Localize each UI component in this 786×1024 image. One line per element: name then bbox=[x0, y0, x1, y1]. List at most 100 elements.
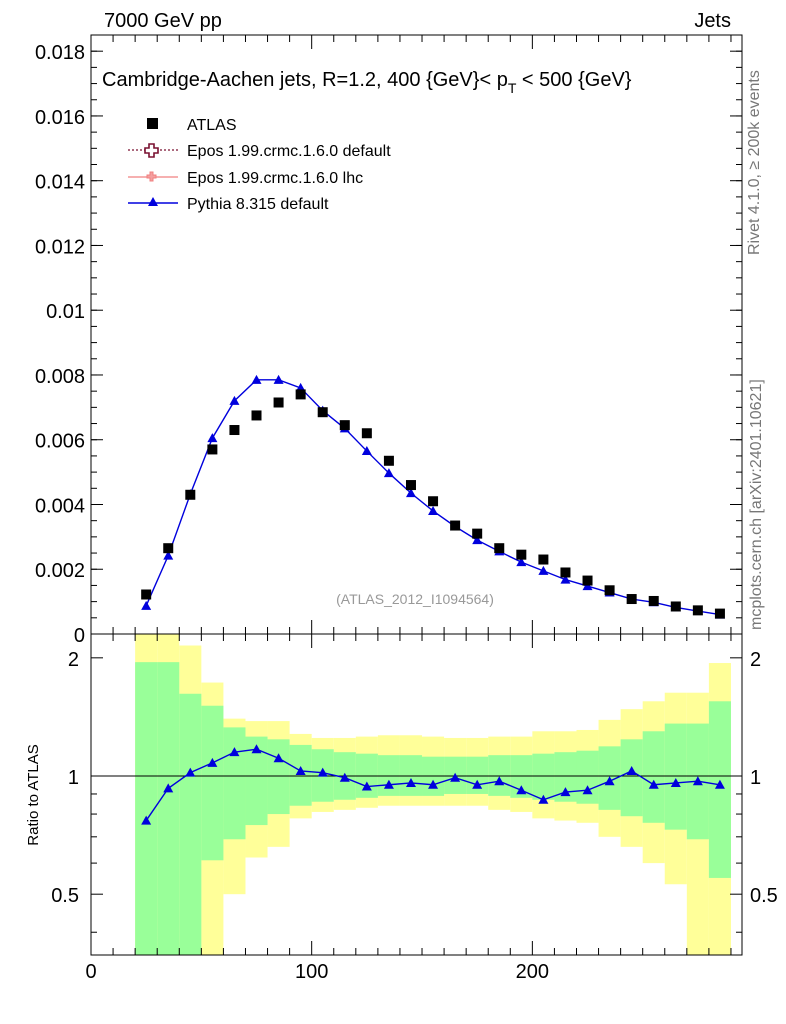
ratio-pythia-point bbox=[450, 772, 461, 782]
pythia-point bbox=[251, 374, 262, 384]
y-tick-label: 0.006 bbox=[35, 431, 85, 453]
legend-entry-atlas: ATLAS bbox=[147, 117, 237, 134]
ratio-band-inner bbox=[157, 662, 180, 955]
ratio-y-tick-label-right: 2 bbox=[750, 649, 761, 671]
rivet-version: Rivet 4.1.0, ≥ 200k events bbox=[746, 70, 763, 255]
atlas-point bbox=[714, 608, 725, 619]
ratio-pythia-point bbox=[317, 767, 328, 777]
ratio-band-inner bbox=[576, 750, 599, 804]
ratio-pythia-point bbox=[516, 785, 527, 795]
legend: ATLAS Epos 1.99.crmc.1.6.0 default Epos … bbox=[128, 117, 391, 213]
ratio-y-tick-label: 1 bbox=[68, 767, 79, 789]
cross-marker-icon bbox=[146, 171, 157, 182]
ratio-pythia-point bbox=[560, 787, 571, 797]
ratio-pythia-point bbox=[185, 767, 196, 777]
source-reference: mcplots.cern.ch [arXiv:2401.10621] bbox=[748, 379, 765, 630]
atlas-point bbox=[428, 496, 439, 507]
atlas-point bbox=[163, 543, 174, 554]
triangle-marker-icon bbox=[148, 197, 158, 206]
ratio-band-inner bbox=[289, 744, 312, 806]
pythia-point bbox=[207, 433, 218, 443]
ratio-pythia-point bbox=[163, 783, 174, 793]
ratio-pythia-point bbox=[361, 781, 372, 791]
legend-label-epos-lhc: Epos 1.99.crmc.1.6.0 lhc bbox=[187, 170, 363, 187]
atlas-point bbox=[538, 554, 549, 565]
atlas-point bbox=[472, 528, 483, 539]
pythia-point bbox=[538, 565, 549, 575]
ratio-y-tick-label-right: 1 bbox=[750, 767, 761, 789]
ratio-pythia-point bbox=[648, 779, 659, 789]
atlas-point bbox=[229, 425, 240, 436]
ratio-y-tick-label-right: 0.5 bbox=[750, 885, 778, 907]
ratio-band-inner bbox=[642, 731, 665, 823]
title-main: Cambridge-Aachen jets, R=1.2, 400 {GeV}<… bbox=[102, 69, 508, 91]
ratio-band-inner bbox=[532, 753, 555, 800]
title-end: < 500 {GeV} bbox=[516, 69, 631, 91]
atlas-point bbox=[560, 567, 571, 578]
pythia-point bbox=[361, 446, 372, 456]
square-marker-icon bbox=[147, 118, 158, 129]
ratio-pythia-point bbox=[670, 777, 681, 787]
ratio-band-inner bbox=[135, 662, 158, 955]
title-subscript: T bbox=[508, 80, 517, 96]
atlas-point bbox=[251, 410, 262, 421]
atlas-point bbox=[604, 585, 615, 596]
ratio-series-layer bbox=[91, 744, 742, 825]
y-tick-label: 0.002 bbox=[35, 560, 85, 582]
y-tick-label: 0.008 bbox=[35, 366, 85, 388]
y-tick-label: 0.014 bbox=[35, 172, 85, 194]
ratio-band-inner bbox=[466, 756, 489, 794]
chart-title: Cambridge-Aachen jets, R=1.2, 400 {GeV}<… bbox=[102, 69, 632, 96]
ratio-pythia-point bbox=[207, 757, 218, 767]
ratio-pythia-point bbox=[273, 753, 284, 763]
y-tick-label: 0 bbox=[74, 625, 85, 647]
ratio-pythia-point bbox=[538, 794, 549, 804]
legend-entry-epos-default: Epos 1.99.crmc.1.6.0 default bbox=[128, 143, 391, 160]
x-tick-label: 0 bbox=[85, 961, 96, 983]
ratio-band-inner bbox=[664, 723, 687, 830]
ratio-pythia-point bbox=[383, 779, 394, 789]
y-tick-label: 0.012 bbox=[35, 236, 85, 258]
pythia-point bbox=[472, 535, 483, 545]
pythia-point bbox=[383, 468, 394, 478]
atlas-point bbox=[494, 543, 505, 554]
ratio-pythia-point bbox=[714, 779, 725, 789]
ratio-pythia-point bbox=[295, 765, 306, 775]
legend-label-pythia: Pythia 8.315 default bbox=[187, 196, 329, 213]
legend-label-atlas: ATLAS bbox=[187, 117, 237, 134]
ratio-pythia-point bbox=[141, 815, 152, 825]
pythia-point bbox=[229, 395, 240, 405]
atlas-point bbox=[405, 480, 416, 491]
atlas-point bbox=[626, 594, 637, 605]
y-tick-label: 0.018 bbox=[35, 42, 85, 64]
ratio-y-axis-label: Ratio to ATLAS bbox=[25, 744, 42, 845]
atlas-point bbox=[141, 589, 152, 600]
atlas-point bbox=[361, 428, 372, 439]
legend-entry-epos-lhc: Epos 1.99.crmc.1.6.0 lhc bbox=[128, 170, 363, 187]
y-tick-label: 0.016 bbox=[35, 107, 85, 129]
atlas-point bbox=[207, 444, 218, 455]
ratio-pythia-point bbox=[582, 785, 593, 795]
ratio-pythia-point bbox=[428, 779, 439, 789]
pythia-point bbox=[428, 505, 439, 515]
ratio-pythia-point bbox=[472, 779, 483, 789]
atlas-point bbox=[450, 520, 461, 531]
ratio-pythia-point bbox=[229, 747, 240, 757]
pythia-point bbox=[141, 600, 152, 610]
ratio-band-inner bbox=[554, 752, 577, 802]
atlas-point bbox=[692, 605, 703, 616]
ratio-pythia-point bbox=[339, 772, 350, 782]
ratio-pythia-point bbox=[251, 744, 262, 754]
pythia-point bbox=[516, 557, 527, 567]
atlas-point bbox=[582, 575, 593, 586]
pythia-point bbox=[560, 574, 571, 584]
ratio-y-tick-label: 2 bbox=[68, 649, 79, 671]
atlas-point bbox=[670, 601, 681, 612]
header-right: Jets bbox=[694, 10, 731, 32]
legend-entry-pythia: Pythia 8.315 default bbox=[128, 196, 329, 213]
ratio-y-tick-label: 0.5 bbox=[51, 885, 79, 907]
ratio-pythia-point bbox=[692, 776, 703, 786]
ratio-band-inner bbox=[620, 739, 643, 817]
atlas-point bbox=[339, 420, 350, 431]
